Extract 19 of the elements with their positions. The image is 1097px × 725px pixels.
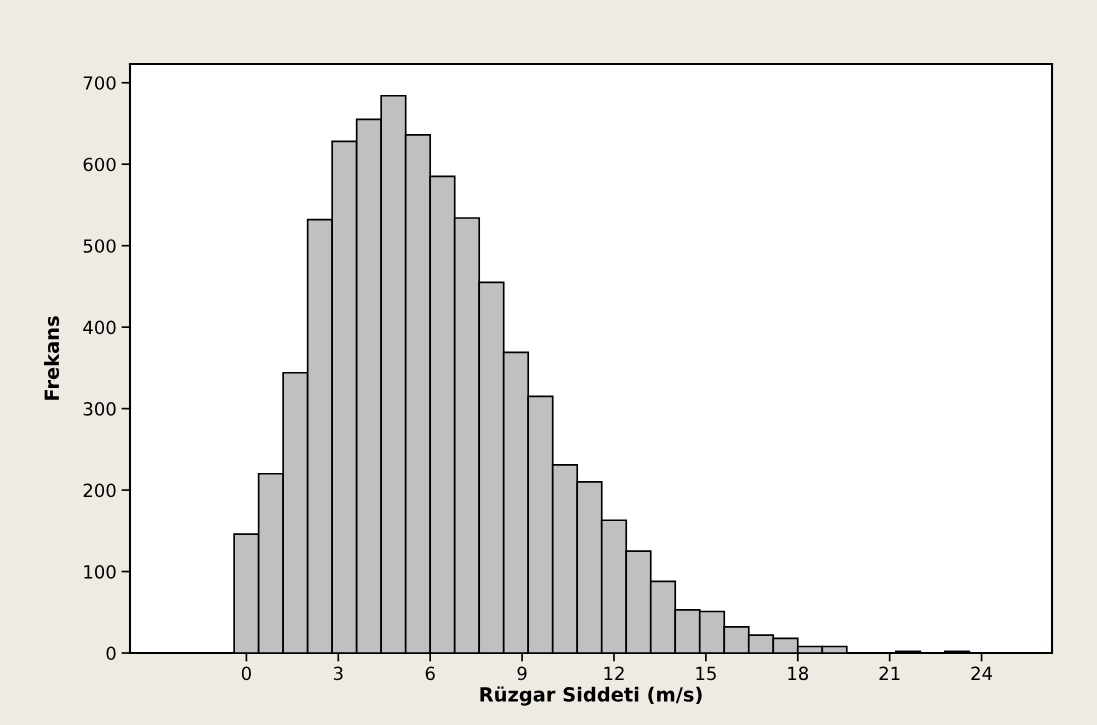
- x-tick-label: 0: [241, 666, 251, 681]
- x-tick-label: 24: [971, 666, 993, 680]
- x-axis-title: Rüzgar Siddeti (m/s): [480, 686, 702, 706]
- y-tick-label: 200: [83, 483, 116, 498]
- y-tick-label: 500: [83, 239, 116, 253]
- x-tick-label: 3: [333, 666, 343, 681]
- x-tick-label: 21: [879, 666, 900, 680]
- x-tick-label: 12: [604, 666, 624, 680]
- y-axis-title: Frekans: [44, 316, 60, 400]
- y-tick-label: 0: [106, 646, 116, 661]
- y-tick-label: 300: [83, 402, 116, 416]
- x-tick-label: 6: [425, 666, 435, 681]
- x-tick-label: 15: [696, 666, 716, 681]
- y-tick-label: 400: [83, 320, 116, 335]
- y-tick-label: 700: [83, 76, 116, 90]
- y-tick-label: 100: [84, 565, 116, 579]
- x-tick-label: 18: [788, 666, 809, 681]
- x-tick-label: 9: [517, 666, 527, 681]
- y-tick-label: 600: [83, 157, 116, 172]
